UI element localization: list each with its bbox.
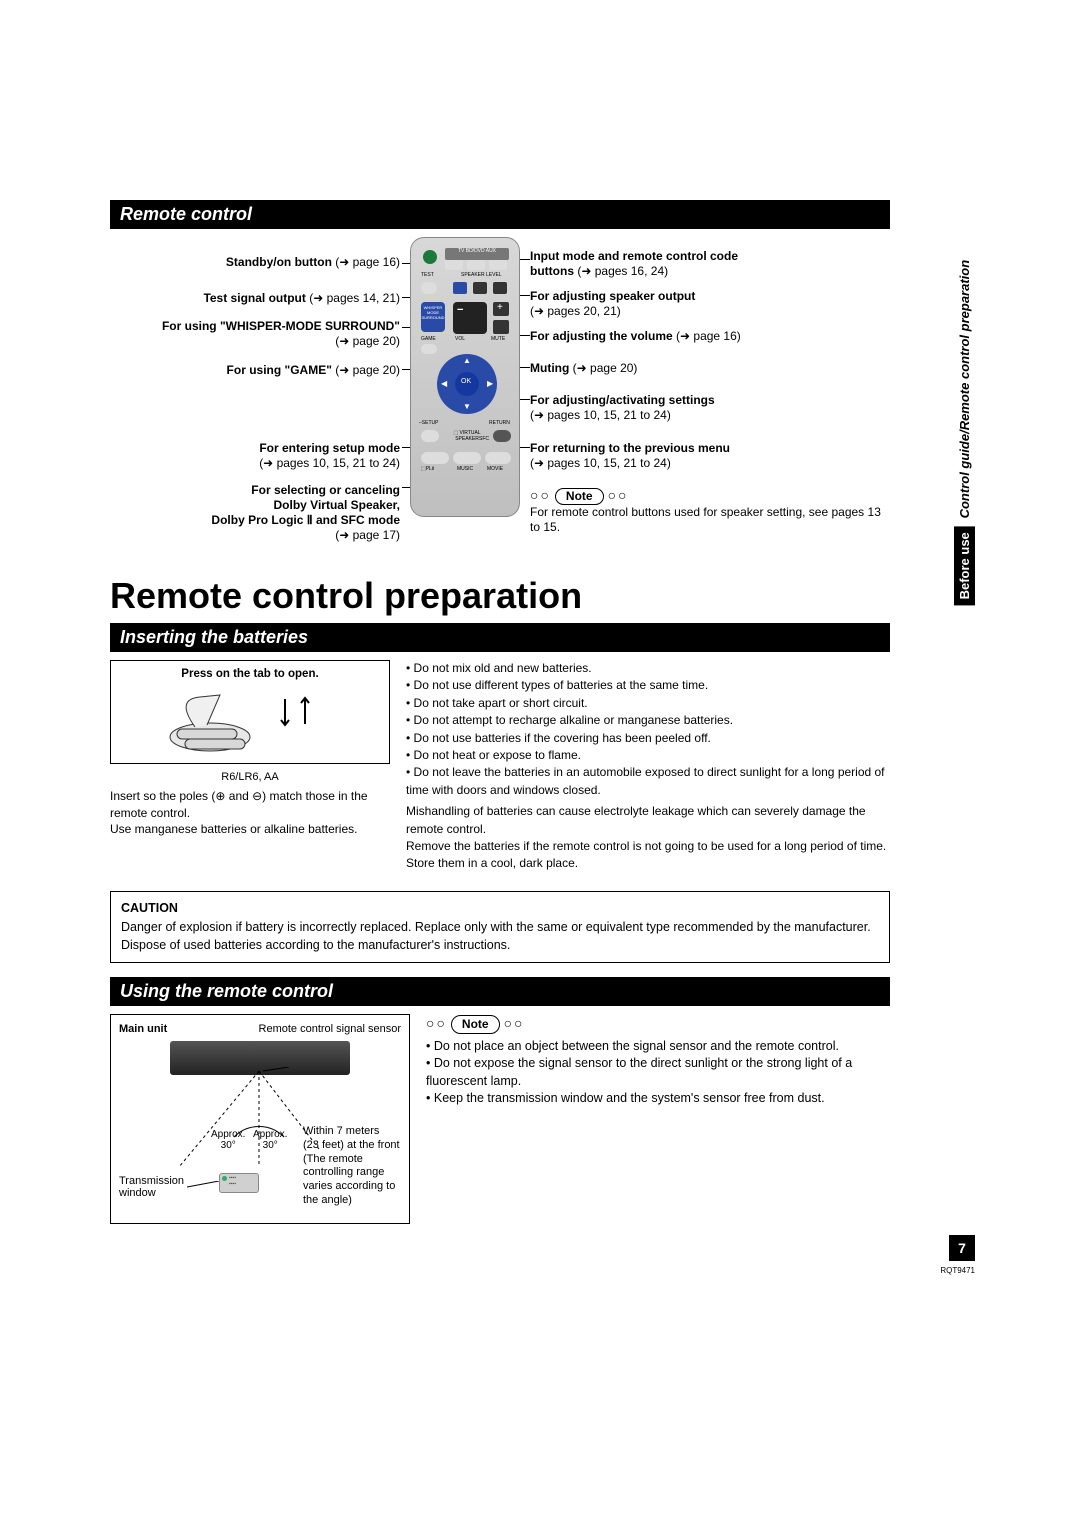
before-use-tab: Before use (954, 526, 975, 605)
caution-head: CAUTION (121, 900, 879, 918)
callout-right: Input mode and remote control code butto… (530, 249, 738, 279)
remote-note-block: ○○Note○○ For remote control buttons used… (530, 487, 890, 535)
sensor-label: Remote control signal sensor (259, 1023, 401, 1035)
callout-left: Test signal output (➜ pages 14, 21) (203, 291, 400, 306)
callout-right: Muting (➜ page 20) (530, 361, 637, 376)
remote-note-text: For remote control buttons used for spea… (530, 505, 881, 534)
section-using: Using the remote control (110, 977, 890, 1006)
list-item: Do not use different types of batteries … (406, 677, 890, 694)
list-item: Do not mix old and new batteries. (406, 660, 890, 677)
callout-left: For entering setup mode (➜ pages 10, 15,… (259, 441, 400, 471)
battery-para-1: Mishandling of batteries can cause elect… (406, 803, 890, 838)
callout-left: Standby/on button (➜ page 16) (226, 255, 400, 270)
using-diagram: Main unit Remote control signal sensor A… (110, 1014, 410, 1224)
main-unit-label: Main unit (119, 1023, 167, 1035)
caution-box: CAUTION Danger of explosion if battery i… (110, 891, 890, 964)
callout-right: For adjusting speaker output (➜ pages 20… (530, 289, 695, 319)
section-remote-control: Remote control (110, 200, 890, 229)
callout-right: For adjusting the volume (➜ page 16) (530, 329, 741, 344)
note-pill-2: Note (451, 1015, 500, 1034)
page-number: 7 (949, 1235, 975, 1261)
battery-box: Press on the tab to open. (110, 660, 390, 764)
battery-type-advice: Use manganese batteries or alkaline batt… (110, 821, 390, 837)
remote-illustration: TV BD/DVD AUX TEST SPEAKER LEVEL WHISPER… (410, 237, 520, 517)
tx-window-label: Transmission window (119, 1175, 184, 1199)
approx-right: Approx. 30° (253, 1129, 287, 1151)
caution-body: Danger of explosion if battery is incorr… (121, 919, 879, 954)
approx-left: Approx. 30° (211, 1129, 245, 1151)
section-inserting: Inserting the batteries (110, 623, 890, 652)
list-item: Do not attempt to recharge alkaline or m… (406, 712, 890, 729)
list-item: Do not expose the signal sensor to the d… (426, 1055, 890, 1090)
battery-warning-list: Do not mix old and new batteries.Do not … (406, 660, 890, 799)
list-item: Do not heat or expose to flame. (406, 747, 890, 764)
callout-right: For returning to the previous menu (➜ pa… (530, 441, 730, 471)
remote-diagram: Standby/on button (➜ page 16) Test signal… (110, 237, 890, 557)
battery-para-2: Remove the batteries if the remote contr… (406, 838, 890, 873)
list-item: Do not take apart or short circuit. (406, 695, 890, 712)
list-item: Do not leave the batteries in an automob… (406, 764, 890, 799)
prep-title: Remote control preparation (110, 575, 890, 617)
list-item: Keep the transmission window and the sys… (426, 1090, 890, 1108)
insert-poles-text: Insert so the poles (⊕ and ⊖) match thos… (110, 788, 390, 820)
list-item: Do not place an object between the signa… (426, 1038, 890, 1056)
note-pill: Note (555, 488, 604, 505)
battery-type: R6/LR6, AA (110, 770, 390, 785)
list-item: Do not use batteries if the covering has… (406, 730, 890, 747)
press-tab-text: Press on the tab to open. (117, 667, 383, 683)
using-notes-list: Do not place an object between the signa… (426, 1038, 890, 1108)
range-text: Within 7 meters (23 feet) at the front (… (303, 1125, 403, 1208)
breadcrumb-side: Control guide/Remote control preparation (957, 260, 972, 519)
callout-left: For using "WHISPER-MODE SURROUND" (➜ pag… (162, 319, 400, 349)
side-tab: Before use Control guide/Remote control … (954, 260, 975, 605)
callout-left: For selecting or canceling Dolby Virtual… (211, 483, 400, 543)
callout-right: For adjusting/activating settings (➜ pag… (530, 393, 715, 423)
battery-icon (165, 689, 335, 755)
doc-id: RQT9471 (940, 1266, 975, 1275)
callout-left: For using "GAME" (➜ page 20) (227, 363, 400, 378)
